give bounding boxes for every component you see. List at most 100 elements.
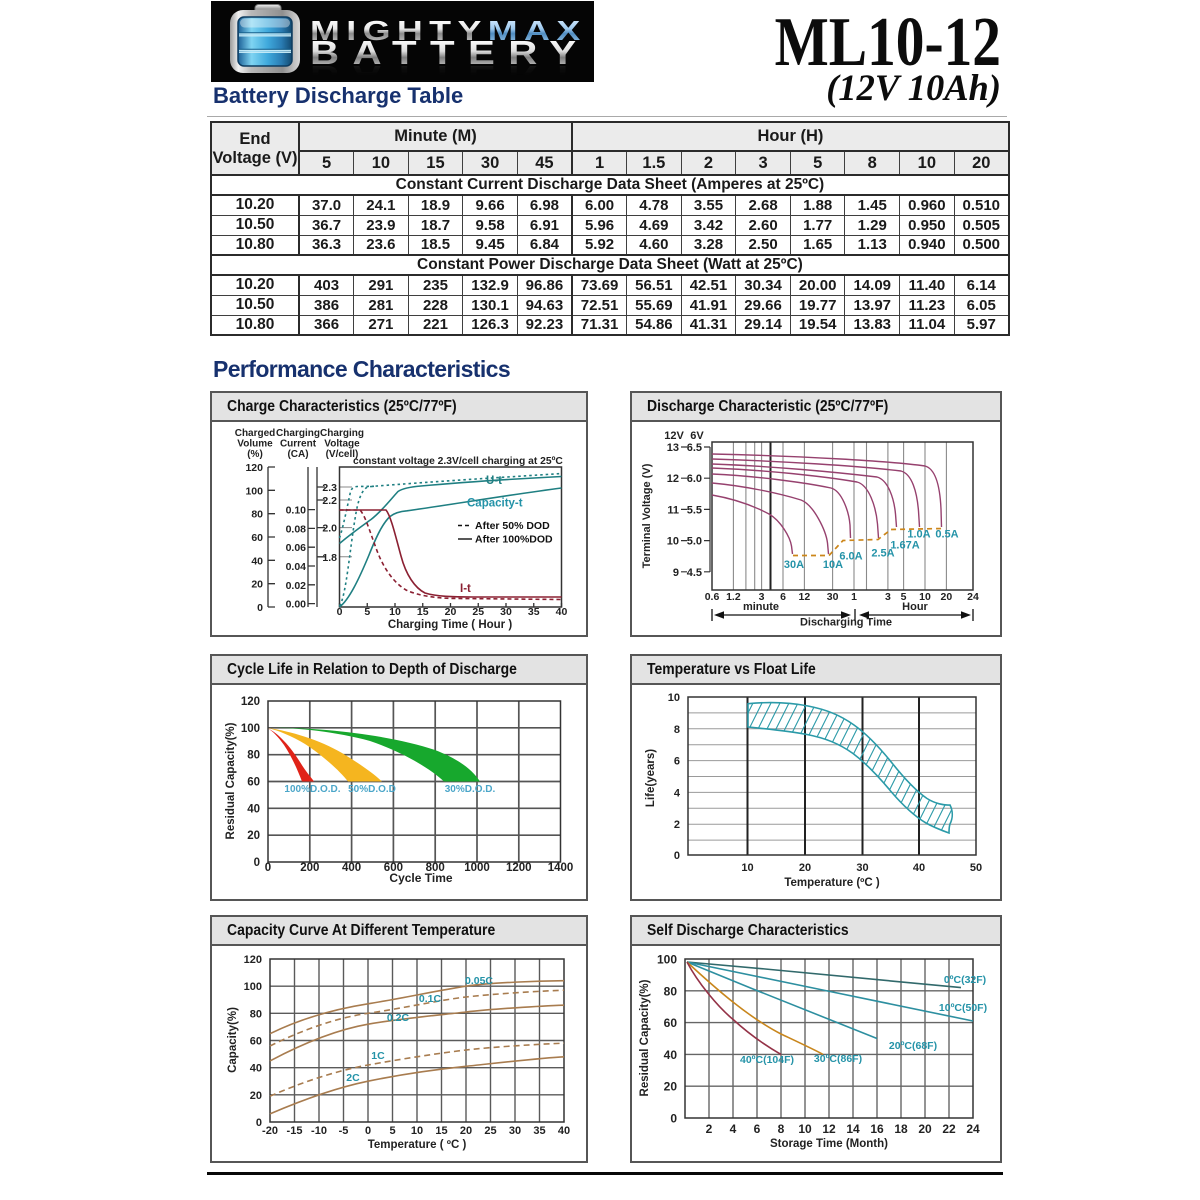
svg-text:2.0: 2.0 bbox=[322, 523, 337, 535]
svg-text:0.10: 0.10 bbox=[286, 505, 307, 517]
svg-text:9: 9 bbox=[673, 567, 679, 579]
svg-text:2.5A: 2.5A bbox=[871, 548, 894, 560]
svg-text:40: 40 bbox=[247, 803, 260, 815]
svg-text:Residual Capacity(%): Residual Capacity(%) bbox=[225, 722, 237, 839]
svg-text:-15: -15 bbox=[287, 1125, 303, 1137]
svg-text:0.05C: 0.05C bbox=[465, 975, 493, 987]
svg-text:0.1C: 0.1C bbox=[419, 993, 442, 1005]
svg-text:0: 0 bbox=[254, 857, 260, 869]
svg-text:2C: 2C bbox=[346, 1072, 360, 1084]
svg-text:40: 40 bbox=[913, 862, 925, 874]
svg-text:25: 25 bbox=[484, 1125, 496, 1137]
svg-text:30: 30 bbox=[827, 591, 839, 603]
svg-text:1.67A: 1.67A bbox=[890, 540, 919, 552]
svg-text:0.02: 0.02 bbox=[286, 580, 307, 592]
svg-text:100: 100 bbox=[657, 953, 677, 967]
svg-text:120: 120 bbox=[244, 954, 262, 966]
svg-text:12: 12 bbox=[799, 591, 811, 603]
svg-text:20: 20 bbox=[918, 1122, 932, 1136]
svg-text:0.2C: 0.2C bbox=[387, 1012, 410, 1024]
svg-text:10: 10 bbox=[667, 536, 679, 548]
svg-text:0: 0 bbox=[365, 1125, 371, 1137]
svg-text:30%D.O.D.: 30%D.O.D. bbox=[445, 784, 496, 795]
svg-text:0: 0 bbox=[256, 1117, 262, 1129]
svg-text:10: 10 bbox=[411, 1125, 423, 1137]
svg-text:50%D.O.D: 50%D.O.D bbox=[348, 784, 396, 795]
svg-text:12: 12 bbox=[822, 1122, 836, 1136]
svg-text:6: 6 bbox=[674, 756, 680, 768]
svg-text:3: 3 bbox=[759, 591, 765, 603]
svg-text:100%D.O.D.: 100%D.O.D. bbox=[284, 784, 340, 795]
svg-text:10: 10 bbox=[389, 606, 401, 618]
svg-text:10: 10 bbox=[741, 862, 753, 874]
svg-text:constant voltage 2.3V/cell cha: constant voltage 2.3V/cell charging at 2… bbox=[353, 456, 563, 467]
svg-text:5: 5 bbox=[364, 606, 370, 618]
svg-text:Capacity(%): Capacity(%) bbox=[227, 1007, 239, 1073]
svg-text:12V: 12V bbox=[664, 430, 684, 442]
svg-text:0.06: 0.06 bbox=[286, 542, 307, 554]
svg-text:Charging: Charging bbox=[276, 428, 320, 439]
svg-text:2: 2 bbox=[706, 1122, 713, 1136]
svg-text:0.08: 0.08 bbox=[286, 523, 307, 535]
svg-text:Volume: Volume bbox=[237, 439, 273, 450]
svg-text:Temperature (ºC ): Temperature (ºC ) bbox=[784, 877, 880, 889]
svg-text:20: 20 bbox=[460, 1125, 472, 1137]
svg-text:30A: 30A bbox=[784, 559, 804, 571]
svg-text:3: 3 bbox=[885, 591, 891, 603]
svg-text:1: 1 bbox=[851, 591, 857, 603]
svg-text:400: 400 bbox=[342, 862, 361, 874]
svg-text:20: 20 bbox=[247, 830, 260, 842]
svg-text:20: 20 bbox=[250, 1090, 262, 1102]
svg-text:40: 40 bbox=[558, 1125, 570, 1137]
svg-text:13: 13 bbox=[667, 442, 679, 454]
svg-text:Charged: Charged bbox=[235, 428, 276, 439]
svg-text:Cycle Time: Cycle Time bbox=[389, 871, 452, 885]
svg-text:(CA): (CA) bbox=[287, 449, 308, 460]
svg-text:35: 35 bbox=[533, 1125, 545, 1137]
svg-text:2.3: 2.3 bbox=[322, 482, 337, 494]
svg-text:80: 80 bbox=[251, 509, 263, 521]
svg-text:40: 40 bbox=[251, 555, 263, 567]
svg-text:After 100%DOD: After 100%DOD bbox=[475, 534, 553, 546]
svg-text:Hour: Hour bbox=[902, 601, 928, 613]
svg-text:20: 20 bbox=[445, 606, 457, 618]
svg-text:I-t: I-t bbox=[460, 583, 471, 595]
svg-text:15: 15 bbox=[417, 606, 429, 618]
svg-text:(V/cell): (V/cell) bbox=[326, 449, 359, 460]
svg-text:2: 2 bbox=[674, 819, 680, 831]
svg-text:Terminal Voltage (V): Terminal Voltage (V) bbox=[641, 463, 653, 568]
svg-text:10: 10 bbox=[668, 692, 680, 704]
svg-text:200: 200 bbox=[300, 862, 319, 874]
svg-text:20: 20 bbox=[664, 1080, 678, 1094]
svg-text:10ºC(50F): 10ºC(50F) bbox=[939, 1002, 987, 1014]
svg-text:6: 6 bbox=[780, 591, 786, 603]
svg-text:6.0A: 6.0A bbox=[839, 551, 862, 563]
svg-text:30: 30 bbox=[509, 1125, 521, 1137]
svg-text:Life(years): Life(years) bbox=[645, 749, 657, 807]
svg-text:11: 11 bbox=[667, 504, 679, 516]
svg-text:120: 120 bbox=[241, 696, 260, 708]
svg-text:24: 24 bbox=[967, 591, 979, 603]
svg-text:100: 100 bbox=[244, 981, 262, 993]
svg-text:4.5: 4.5 bbox=[687, 567, 702, 579]
svg-text:0.04: 0.04 bbox=[286, 561, 307, 573]
svg-text:U-t: U-t bbox=[486, 475, 502, 487]
svg-text:80: 80 bbox=[664, 984, 678, 998]
svg-text:6.0: 6.0 bbox=[687, 473, 702, 485]
svg-text:14: 14 bbox=[846, 1122, 860, 1136]
svg-text:20: 20 bbox=[251, 579, 263, 591]
svg-text:10: 10 bbox=[798, 1122, 812, 1136]
svg-text:6: 6 bbox=[754, 1122, 761, 1136]
svg-text:0.00: 0.00 bbox=[286, 599, 307, 611]
svg-text:24: 24 bbox=[966, 1122, 980, 1136]
svg-text:minute: minute bbox=[743, 601, 779, 613]
svg-text:60: 60 bbox=[664, 1016, 678, 1030]
svg-text:10: 10 bbox=[919, 591, 931, 603]
svg-text:40: 40 bbox=[556, 606, 568, 618]
svg-text:1400: 1400 bbox=[548, 862, 574, 874]
svg-text:5.5: 5.5 bbox=[687, 504, 702, 516]
svg-text:(%): (%) bbox=[247, 449, 263, 460]
svg-text:2.2: 2.2 bbox=[322, 495, 337, 507]
svg-text:5: 5 bbox=[901, 591, 907, 603]
svg-text:0.6: 0.6 bbox=[705, 591, 720, 603]
